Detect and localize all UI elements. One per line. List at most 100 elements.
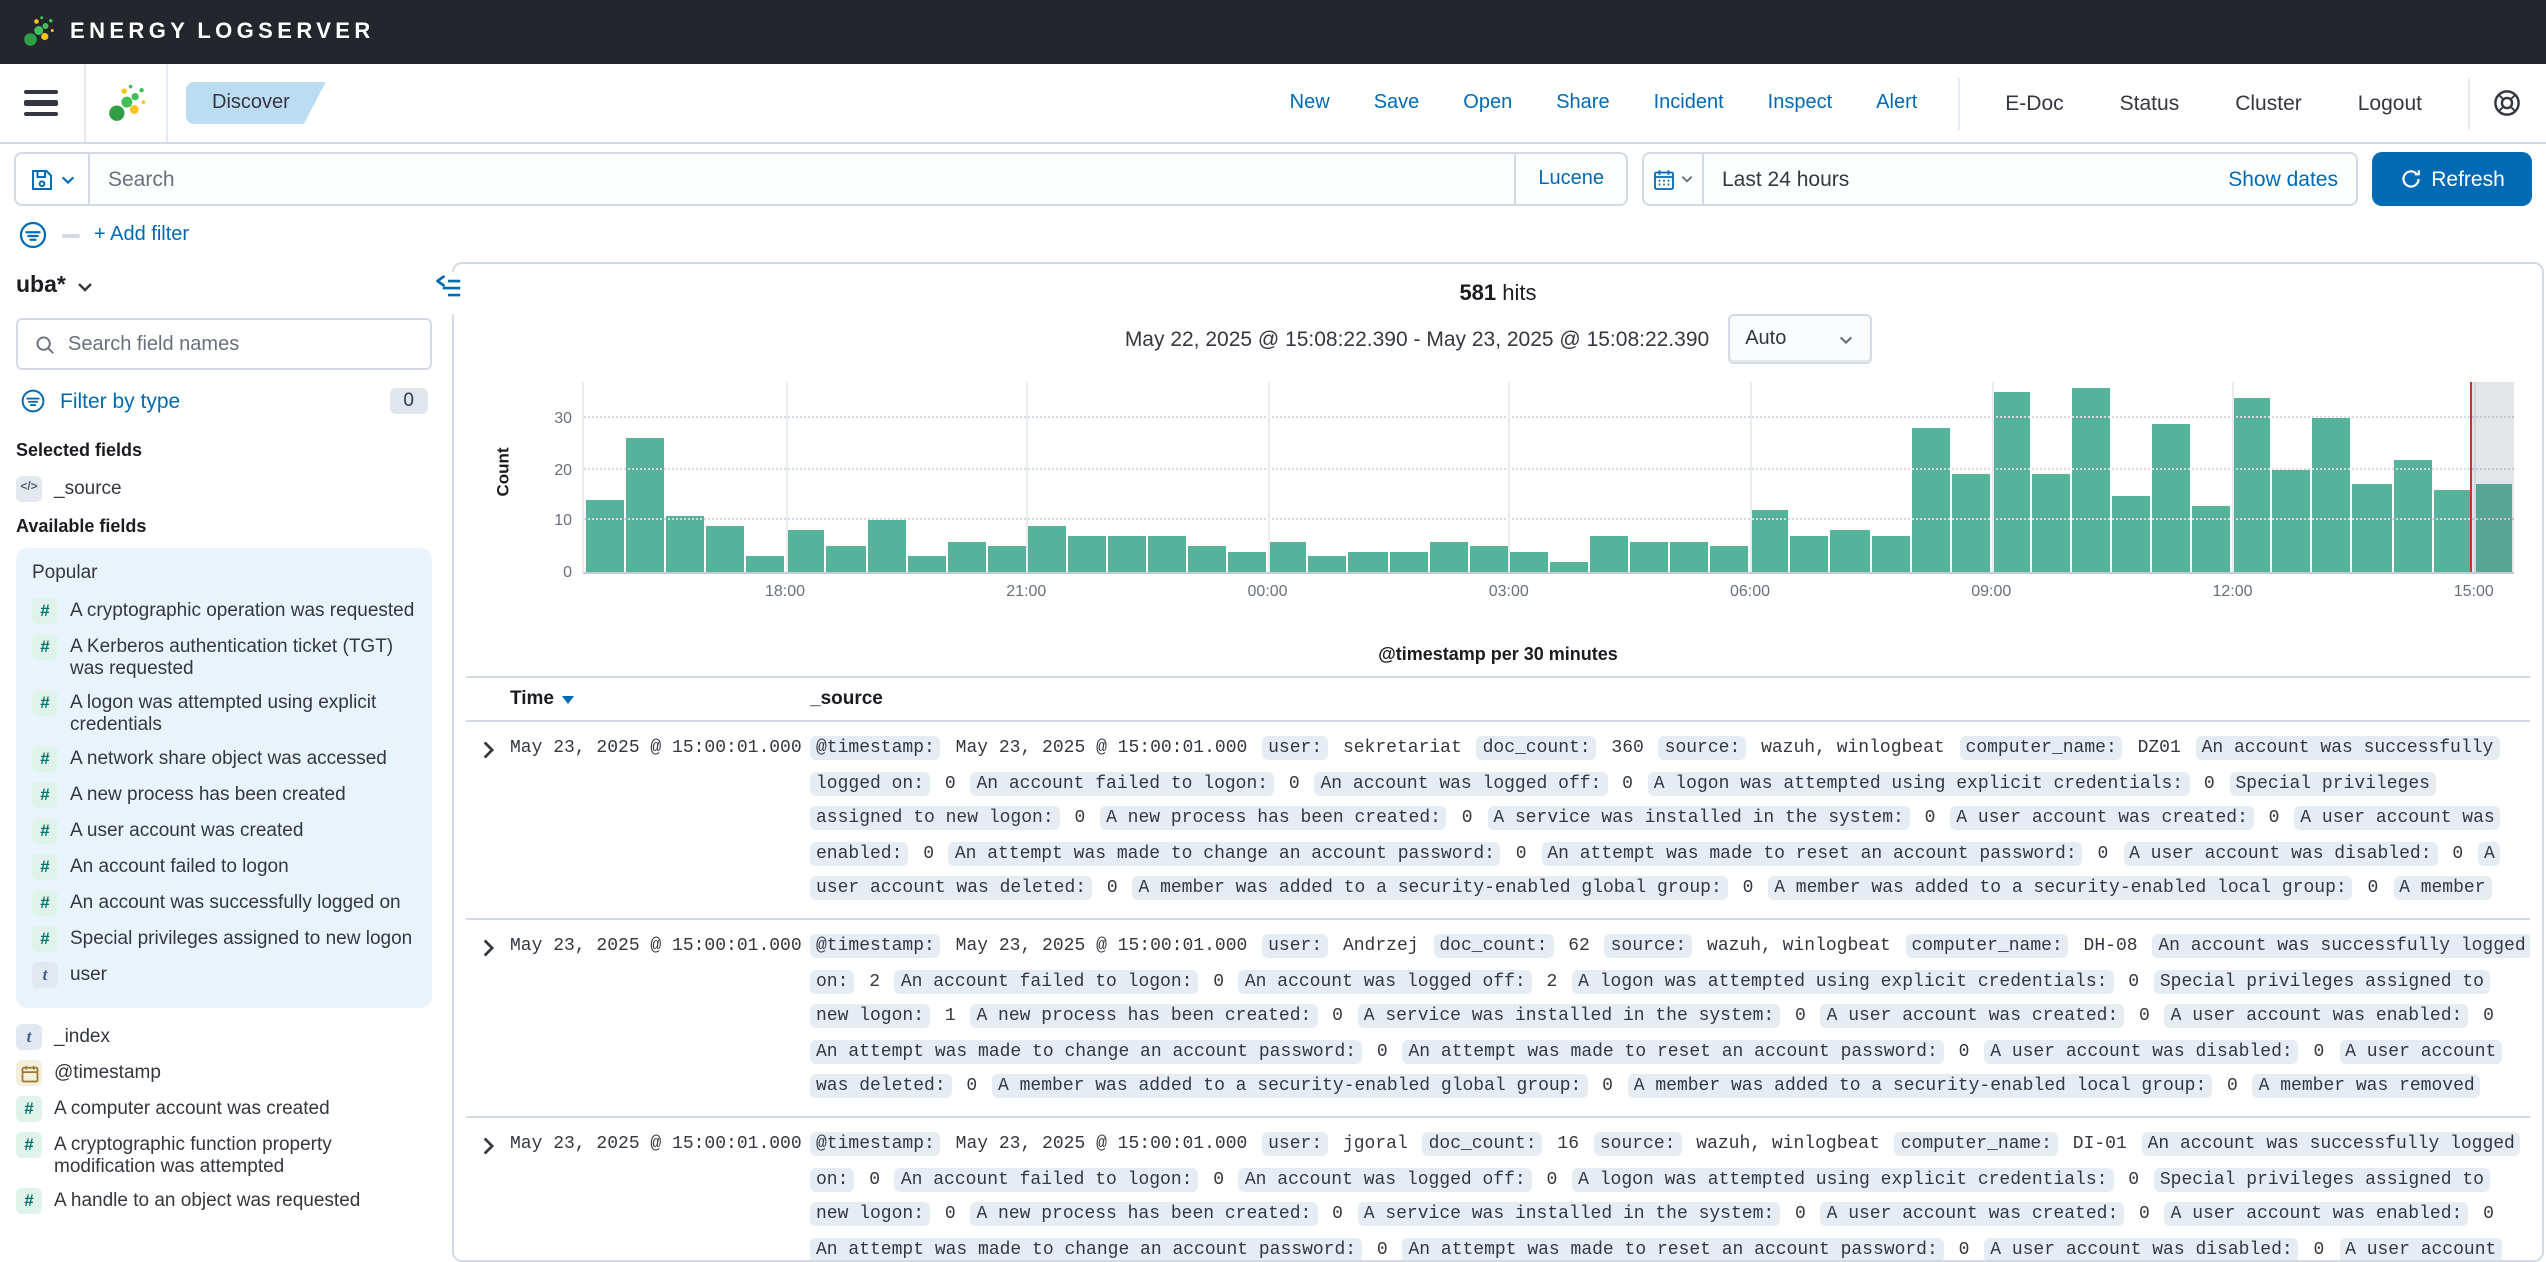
nav-link-save[interactable]: Save xyxy=(1373,92,1420,114)
nav-link-open[interactable]: Open xyxy=(1463,92,1513,114)
histogram-bar[interactable] xyxy=(1549,561,1588,572)
field-item-a-logon-was-attempted-using-explicit-credentials[interactable]: # A logon was attempted using explicit cr… xyxy=(32,686,416,742)
histogram-bar[interactable] xyxy=(1228,551,1267,572)
histogram-bar[interactable] xyxy=(907,556,946,572)
collapse-sidebar-icon[interactable] xyxy=(432,272,464,314)
histogram-bar[interactable] xyxy=(1308,556,1347,572)
histogram-bar[interactable] xyxy=(1469,546,1508,572)
field-item-an-account-failed-to-logon[interactable]: # An account failed to logon xyxy=(32,850,416,886)
nav-link-inspect[interactable]: Inspect xyxy=(1767,92,1833,114)
histogram-bar[interactable] xyxy=(2152,423,2191,572)
nav-link-logout[interactable]: Logout xyxy=(2357,91,2422,115)
expand-row-chevron-icon[interactable] xyxy=(466,732,510,760)
histogram-bar[interactable] xyxy=(2232,397,2271,572)
histogram-bar[interactable] xyxy=(1911,428,1950,572)
field-item-a-computer-account-was-created[interactable]: # A computer account was created xyxy=(16,1092,432,1128)
field-badge: A new process has been created: xyxy=(970,1202,1318,1226)
histogram-bar[interactable] xyxy=(947,541,986,572)
histogram-bar[interactable] xyxy=(2352,484,2392,572)
histogram-bar[interactable] xyxy=(786,530,825,572)
help-icon[interactable] xyxy=(2492,88,2522,118)
field-item-a-cryptographic-operation-was-requested[interactable]: # A cryptographic operation was requested xyxy=(32,594,416,630)
histogram-bar[interactable] xyxy=(2031,474,2070,572)
histogram-bar[interactable] xyxy=(1991,392,2030,572)
filter-icon[interactable] xyxy=(18,220,48,250)
expand-row-chevron-icon[interactable] xyxy=(466,1128,510,1156)
add-filter-link[interactable]: + Add filter xyxy=(94,224,190,246)
field-item-a-user-account-was-created[interactable]: # A user account was created xyxy=(32,814,416,850)
histogram-bar[interactable] xyxy=(1148,536,1187,572)
histogram-bar[interactable] xyxy=(1871,536,1910,572)
field-value: 0 xyxy=(2472,1006,2494,1026)
histogram-bar[interactable] xyxy=(1710,546,1749,572)
histogram-bar[interactable] xyxy=(626,438,665,572)
histogram-bar[interactable] xyxy=(1348,551,1388,572)
field-item-user[interactable]: t user xyxy=(32,958,416,994)
interval-select[interactable]: Auto xyxy=(1727,314,1872,364)
index-pattern-selector[interactable]: uba* xyxy=(16,268,432,318)
histogram-bar[interactable] xyxy=(2192,505,2231,572)
field-item-a-handle-to-an-object-was-requested[interactable]: # A handle to an object was requested xyxy=(16,1184,432,1220)
field-item-an-account-was-successfully-logged-on[interactable]: # An account was successfully logged on xyxy=(32,886,416,922)
field-item-timestamp[interactable]: @timestamp xyxy=(16,1056,432,1092)
nav-link-share[interactable]: Share xyxy=(1556,92,1610,114)
histogram-bar[interactable] xyxy=(987,546,1026,572)
time-range-value[interactable]: Last 24 hours xyxy=(1722,167,1850,191)
expand-row-chevron-icon[interactable] xyxy=(466,930,510,958)
show-dates-link[interactable]: Show dates xyxy=(2228,167,2338,191)
histogram-bar[interactable] xyxy=(2393,459,2432,572)
field-item-a-kerberos-authentication-ticket-tgt-was-requested[interactable]: # A Kerberos authentication ticket (TGT) … xyxy=(32,630,416,686)
histogram-bar[interactable] xyxy=(1830,530,1869,572)
histogram-bar[interactable] xyxy=(2111,495,2151,572)
nav-link-cluster[interactable]: Cluster xyxy=(2235,91,2302,115)
nav-link-incident[interactable]: Incident xyxy=(1653,92,1724,114)
histogram-bar[interactable] xyxy=(586,500,625,572)
query-language-button[interactable]: Lucene xyxy=(1516,152,1628,206)
search-input[interactable] xyxy=(88,152,1517,206)
field-item-special-privileges-assigned-to-new-logon[interactable]: # Special privileges assigned to new logo… xyxy=(32,922,416,958)
histogram-bar[interactable] xyxy=(2272,469,2311,572)
refresh-button[interactable]: Refresh xyxy=(2372,152,2532,206)
histogram-bar[interactable] xyxy=(826,546,866,572)
field-item-source[interactable]: </> _source xyxy=(16,472,432,508)
histogram-bar[interactable] xyxy=(1268,541,1307,572)
histogram-bar[interactable] xyxy=(2473,484,2512,572)
histogram-bar[interactable] xyxy=(2312,417,2351,572)
calendar-button[interactable] xyxy=(1642,152,1704,206)
histogram-bar[interactable] xyxy=(2433,489,2472,572)
histogram-bar[interactable] xyxy=(867,520,906,572)
breadcrumb-discover[interactable]: Discover xyxy=(186,82,326,124)
histogram-bar[interactable] xyxy=(1027,525,1066,572)
histogram-bar[interactable] xyxy=(666,515,705,572)
field-item-a-new-process-has-been-created[interactable]: # A new process has been created xyxy=(32,778,416,814)
column-header-source: _source xyxy=(810,688,883,710)
histogram-bar[interactable] xyxy=(2071,387,2110,572)
histogram-bar[interactable] xyxy=(706,525,745,572)
histogram-bar[interactable] xyxy=(746,556,785,572)
histogram-bar[interactable] xyxy=(1429,541,1468,572)
filter-by-type[interactable]: Filter by type 0 xyxy=(16,370,432,432)
field-item-index[interactable]: t _index xyxy=(16,1020,432,1056)
histogram-bar[interactable] xyxy=(1670,541,1709,572)
histogram-bar[interactable] xyxy=(1067,536,1107,572)
histogram-bar[interactable] xyxy=(1389,551,1428,572)
column-header-time[interactable]: Time xyxy=(510,688,810,710)
histogram-bar[interactable] xyxy=(1630,541,1669,572)
histogram-bar[interactable] xyxy=(1951,474,1990,572)
histogram-bar[interactable] xyxy=(1750,510,1789,572)
nav-link-new[interactable]: New xyxy=(1289,92,1330,114)
histogram-bar[interactable] xyxy=(1108,536,1147,572)
saved-query-button[interactable] xyxy=(14,152,88,206)
histogram-bar[interactable] xyxy=(1589,536,1629,572)
nav-link-status[interactable]: Status xyxy=(2119,91,2180,115)
field-item-a-cryptographic-function-property-modification-was-attempted[interactable]: # A cryptographic function property modif… xyxy=(16,1128,432,1184)
histogram-bar[interactable] xyxy=(1509,551,1548,572)
nav-link-e-doc[interactable]: E-Doc xyxy=(2005,91,2064,115)
field-search-input[interactable] xyxy=(68,333,414,355)
field-item-a-network-share-object-was-accessed[interactable]: # A network share object was accessed xyxy=(32,742,416,778)
app-logo-icon[interactable] xyxy=(104,81,148,125)
histogram-bar[interactable] xyxy=(1790,536,1829,572)
histogram-bar[interactable] xyxy=(1188,546,1227,572)
hamburger-menu-icon[interactable] xyxy=(24,90,58,116)
nav-link-alert[interactable]: Alert xyxy=(1876,92,1918,114)
